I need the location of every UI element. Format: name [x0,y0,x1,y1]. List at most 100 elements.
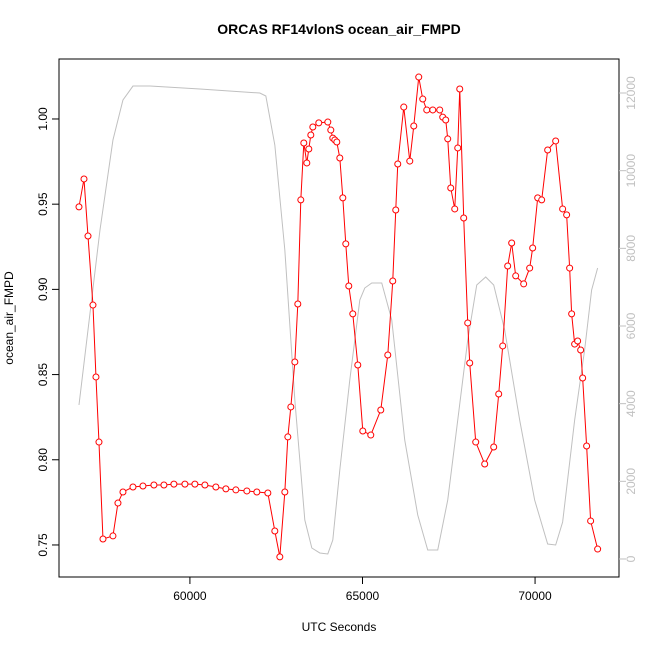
point [568,310,576,318]
point [324,118,332,126]
point [345,282,353,290]
point [287,403,295,411]
point [281,488,289,496]
point [253,488,261,496]
point [392,206,400,214]
point [89,301,97,309]
x-tick-label: 60000 [173,589,207,603]
point [447,184,455,192]
point [80,175,88,183]
point [400,103,408,111]
point [394,160,402,168]
y-tick-label: 1.00 [36,107,50,131]
point [563,211,571,219]
point [544,146,552,154]
x-tick-label: 65000 [346,589,380,603]
point [423,106,431,114]
point [191,480,199,488]
point [566,264,574,272]
point [504,262,512,270]
series-line [78,76,599,557]
point [472,438,480,446]
y-tick-label: 0.75 [36,533,50,557]
point [333,138,341,146]
point [456,85,464,93]
point [419,95,427,103]
point [354,361,362,369]
point [481,460,489,468]
y2-tick-label: 4000 [624,390,638,417]
point [552,137,560,145]
y-tick-label: 0.90 [36,277,50,301]
point [538,196,546,204]
point [297,196,305,204]
point [579,374,587,382]
point [339,194,347,202]
point [442,116,450,124]
point [264,489,272,497]
point [342,240,350,248]
point [291,358,299,366]
y2-tick-label: 10000 [624,154,638,188]
y2-tick-label: 6000 [624,312,638,339]
y2-tick-label: 12000 [624,76,638,110]
point [512,272,520,280]
point [307,131,315,139]
point [309,123,317,131]
point [406,157,414,165]
point [114,499,122,507]
point [454,144,462,152]
point [212,483,220,491]
point [336,154,344,162]
point [84,232,92,240]
point [389,277,397,285]
point [271,527,279,535]
point [529,244,537,252]
point [377,406,385,414]
y2-tick-label: 2000 [624,468,638,495]
y2-tick-label: 0 [624,555,638,562]
point [201,481,209,489]
point [367,431,375,439]
point [92,373,100,381]
point [95,438,103,446]
point [444,135,452,143]
point [499,342,507,350]
point [119,488,127,496]
point [315,119,323,127]
chart-title: ORCAS RF14vlonS ocean_air_FMPD [217,21,461,37]
point [300,139,308,147]
point [305,145,313,153]
point [243,487,251,495]
point [451,205,459,213]
y-tick-label: 0.85 [36,363,50,387]
point [160,481,168,489]
series-line [78,85,599,555]
point [508,239,516,247]
point [460,214,468,222]
point [526,264,534,272]
point [429,106,437,114]
point [139,482,147,490]
point [574,337,582,345]
point [109,532,117,540]
y2-tick-label: 8000 [624,235,638,262]
point [181,480,189,488]
point [222,485,230,493]
point [594,545,602,553]
point [129,483,137,491]
point [294,300,302,308]
point [495,390,503,398]
point [410,122,418,130]
point [276,553,284,561]
point [436,106,444,114]
point [359,427,367,435]
point [232,486,240,494]
plot-frame [58,58,620,578]
point [150,481,158,489]
x-tick-label: 70000 [518,589,552,603]
point [384,351,392,359]
point [327,126,335,134]
